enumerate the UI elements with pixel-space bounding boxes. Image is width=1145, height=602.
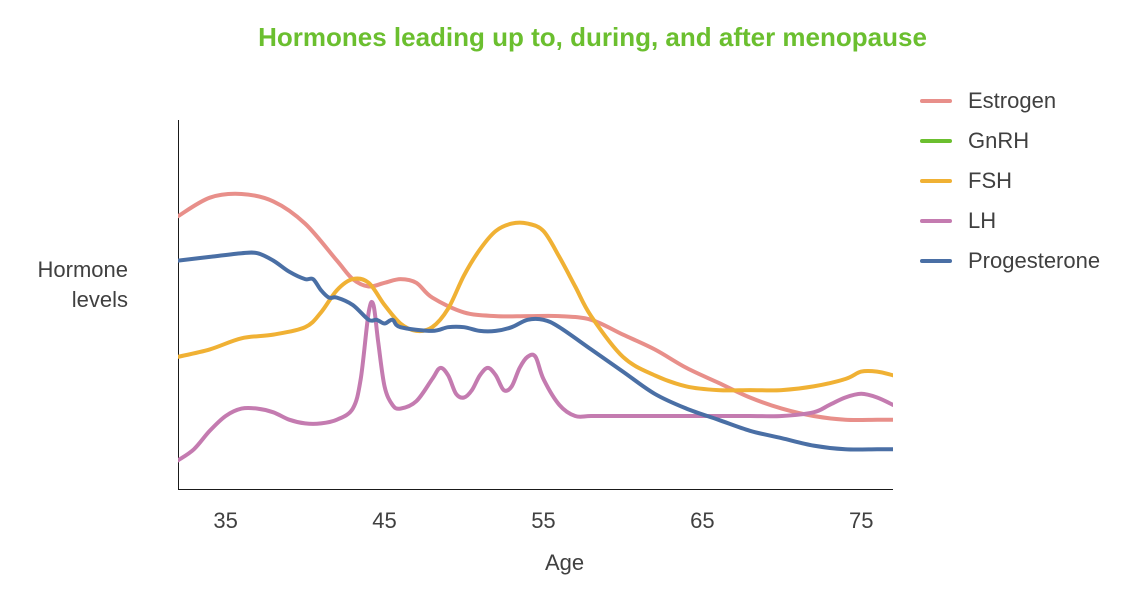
x-label-text: Age xyxy=(545,550,584,575)
legend-label: Estrogen xyxy=(968,88,1056,114)
legend-swatch xyxy=(920,179,952,183)
y-label-line2: levels xyxy=(72,287,128,312)
legend-swatch xyxy=(920,139,952,143)
legend-item-gnrh: GnRH xyxy=(920,128,1100,154)
x-tick-label: 55 xyxy=(523,508,563,534)
legend-swatch xyxy=(920,99,952,103)
legend-label: Progesterone xyxy=(968,248,1100,274)
x-tick-label: 45 xyxy=(365,508,405,534)
legend: Estrogen GnRH FSH LH Progesterone xyxy=(920,88,1100,288)
x-axis-label: Age xyxy=(545,550,584,576)
series-line-fsh xyxy=(178,223,893,391)
legend-swatch xyxy=(920,219,952,223)
legend-item-estrogen: Estrogen xyxy=(920,88,1100,114)
legend-swatch xyxy=(920,259,952,263)
x-tick-label: 35 xyxy=(206,508,246,534)
legend-label: FSH xyxy=(968,168,1012,194)
legend-label: LH xyxy=(968,208,996,234)
y-label-line1: Hormone xyxy=(38,257,128,282)
y-axis-label: Hormone levels xyxy=(18,255,128,314)
series-line-lh xyxy=(178,302,893,460)
legend-item-lh: LH xyxy=(920,208,1100,234)
chart-plot-area xyxy=(178,120,893,490)
legend-item-fsh: FSH xyxy=(920,168,1100,194)
x-tick-label: 75 xyxy=(841,508,881,534)
legend-label: GnRH xyxy=(968,128,1029,154)
chart-title: Hormones leading up to, during, and afte… xyxy=(0,22,1145,53)
x-tick-label: 65 xyxy=(682,508,722,534)
legend-item-progesterone: Progesterone xyxy=(920,248,1100,274)
chart-title-text: Hormones leading up to, during, and afte… xyxy=(258,22,927,52)
